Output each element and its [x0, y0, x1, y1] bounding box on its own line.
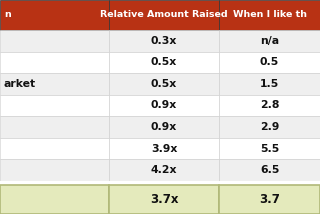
Bar — [0, 30, 109, 52]
Bar — [0, 116, 109, 138]
Bar — [0, 73, 109, 95]
Text: 4.2x: 4.2x — [151, 165, 177, 175]
Bar — [109, 185, 219, 214]
Bar — [219, 138, 320, 159]
Text: 0.5x: 0.5x — [151, 79, 177, 89]
Bar — [219, 185, 320, 214]
Bar — [109, 138, 219, 159]
Text: 0.9x: 0.9x — [151, 100, 177, 110]
Bar — [109, 73, 219, 95]
Bar — [109, 159, 219, 181]
Text: 0.3x: 0.3x — [151, 36, 177, 46]
Text: 0.5x: 0.5x — [151, 57, 177, 67]
Bar — [0, 138, 109, 159]
Bar — [0, 0, 109, 30]
Text: When I like th: When I like th — [233, 10, 307, 19]
Text: 6.5: 6.5 — [260, 165, 279, 175]
Text: 3.7: 3.7 — [259, 193, 280, 206]
Bar — [0, 159, 109, 181]
Bar — [219, 159, 320, 181]
Text: n/a: n/a — [260, 36, 279, 46]
Bar — [219, 73, 320, 95]
Text: 1.5: 1.5 — [260, 79, 279, 89]
Bar — [109, 30, 219, 52]
Bar — [219, 95, 320, 116]
Text: 0.5: 0.5 — [260, 57, 279, 67]
Bar — [109, 52, 219, 73]
Text: 0.9x: 0.9x — [151, 122, 177, 132]
Bar — [109, 95, 219, 116]
Bar — [0, 181, 320, 185]
Text: 2.9: 2.9 — [260, 122, 279, 132]
Bar — [0, 95, 109, 116]
Bar — [0, 52, 109, 73]
Bar — [109, 0, 219, 30]
Text: 5.5: 5.5 — [260, 144, 279, 153]
Bar — [219, 116, 320, 138]
Bar — [219, 0, 320, 30]
Bar — [109, 116, 219, 138]
Text: 2.8: 2.8 — [260, 100, 279, 110]
Text: 3.7x: 3.7x — [150, 193, 178, 206]
Bar — [0, 185, 109, 214]
Text: n: n — [4, 10, 11, 19]
Bar — [219, 52, 320, 73]
Text: arket: arket — [4, 79, 36, 89]
Text: 3.9x: 3.9x — [151, 144, 177, 153]
Bar — [219, 30, 320, 52]
Text: Relative Amount Raised: Relative Amount Raised — [100, 10, 228, 19]
